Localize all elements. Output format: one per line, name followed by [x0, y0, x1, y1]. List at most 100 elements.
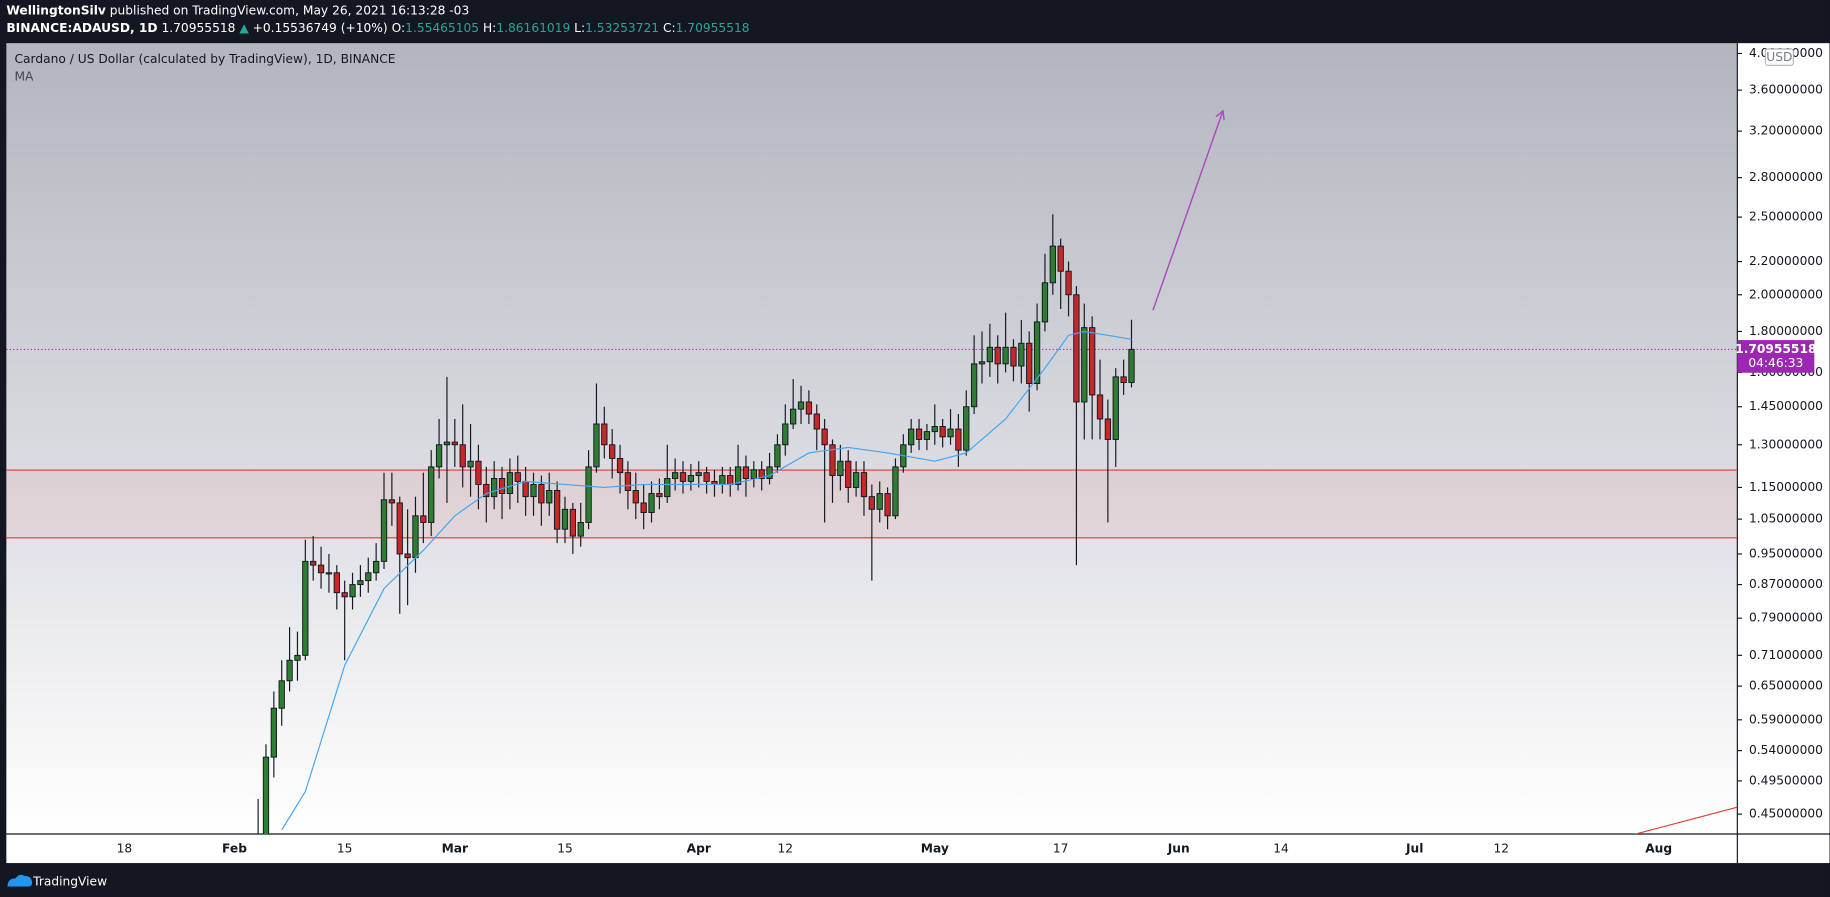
candle-body [955, 428, 962, 451]
brand-logo [7, 874, 32, 887]
candle-body [829, 444, 836, 477]
y-tick-label: 0.49500000 [1749, 773, 1823, 787]
x-tick-label: Mar [442, 842, 468, 856]
y-tick-label: 3.60000000 [1749, 83, 1823, 97]
candle-body [428, 466, 435, 523]
candle-body [624, 472, 632, 491]
x-tick-label: Jul [1405, 842, 1423, 856]
trend-line [1633, 806, 1738, 835]
candle-body [553, 490, 561, 530]
currency-badge [1764, 48, 1794, 66]
candle-body [388, 499, 396, 504]
candle-body [1081, 327, 1088, 403]
candle-body [286, 659, 293, 682]
candle-body [1128, 348, 1135, 383]
candle-body [270, 707, 278, 758]
candle-body [1002, 346, 1009, 365]
symbol: BINANCE:ADAUSD, 1D [6, 20, 157, 34]
candle-body [774, 444, 781, 468]
x-tick-label: 18 [117, 842, 133, 856]
candle-body [506, 472, 514, 495]
candle-body [884, 493, 891, 517]
candle-body [333, 572, 340, 594]
currency: USD [1766, 50, 1792, 64]
price-axis: 0.45000000 0.49500000 0.54000000 0.59000000… [1737, 46, 1823, 821]
candle-body [1096, 394, 1104, 420]
candle-body [1041, 282, 1049, 323]
o-label: O: [392, 20, 406, 34]
candle-body [396, 502, 403, 555]
candle-body [963, 406, 970, 451]
candle-body [475, 460, 482, 485]
header-line: WellingtonSilv published on TradingView.… [6, 3, 469, 17]
y-tick-label: 1.80000000 [1749, 324, 1823, 338]
chart-title: Cardano / US Dollar (calculated by Tradi… [15, 52, 396, 66]
candle-body [703, 472, 710, 482]
candle-body [585, 466, 592, 523]
candle-body [1049, 245, 1056, 284]
last-price-box [1737, 340, 1815, 373]
candle-body [876, 493, 883, 510]
candle-body [577, 521, 584, 537]
candle-body [821, 428, 828, 446]
candle-body [412, 515, 419, 559]
y-tick-label: 3.20000000 [1749, 124, 1823, 138]
candle-body [302, 560, 309, 656]
candle-body [648, 493, 655, 514]
candle-body [365, 572, 372, 582]
y-tick-label: 0.95000000 [1749, 546, 1823, 560]
candle-body [671, 472, 679, 479]
candle-body [923, 431, 931, 440]
candle-body [687, 475, 695, 482]
l-value: 1.53253721 [585, 20, 659, 34]
candle-body [656, 493, 663, 498]
candle-body [947, 428, 954, 438]
y-tick-label: 2.20000000 [1749, 254, 1823, 268]
candle-body [467, 460, 474, 468]
candle-body [719, 475, 726, 485]
candle-body [845, 460, 852, 488]
candle-body [1018, 342, 1025, 367]
candle-body [679, 472, 687, 482]
y-tick-label: 1.05000000 [1749, 512, 1823, 526]
candle-body [451, 441, 458, 446]
candle-body [491, 478, 498, 498]
l-label: L: [574, 20, 585, 34]
candle-body [790, 408, 797, 425]
candle-body [1120, 376, 1127, 384]
plot-bg [6, 43, 1738, 835]
y-tick-label: 2.50000000 [1749, 210, 1823, 224]
candle-body [640, 502, 647, 514]
y-tick-label: 1.45000000 [1749, 399, 1823, 413]
candle-body [561, 508, 569, 530]
y-tick-label: 1.15000000 [1749, 480, 1823, 494]
candle-body [1073, 294, 1080, 403]
candle-body [341, 592, 348, 598]
y-tick-label: 0.54000000 [1749, 743, 1823, 757]
x-tick-label: 12 [1494, 842, 1510, 856]
o-value: 1.55465105 [405, 20, 479, 34]
candle-body [734, 466, 742, 485]
candle-body [459, 444, 466, 468]
candle-body [349, 584, 356, 598]
candle-body [1033, 321, 1041, 384]
candle-body [294, 654, 301, 661]
candle-body [325, 572, 333, 575]
candle-body [1065, 270, 1072, 296]
author: WellingtonSilv [6, 3, 106, 17]
candle-body [514, 472, 521, 482]
candle-body [1010, 346, 1017, 367]
candle-body [310, 560, 317, 566]
candle-body [664, 478, 671, 498]
last-price: 1.70955518 [161, 20, 235, 34]
arrow: ▲ [239, 20, 249, 34]
arrow-drawing [1152, 110, 1224, 311]
candle-body [546, 490, 553, 504]
candle-body [970, 363, 978, 408]
candle-body [813, 413, 820, 430]
candle-body [498, 478, 506, 495]
candle-body [278, 680, 285, 709]
time-axis-bg [6, 834, 1830, 864]
